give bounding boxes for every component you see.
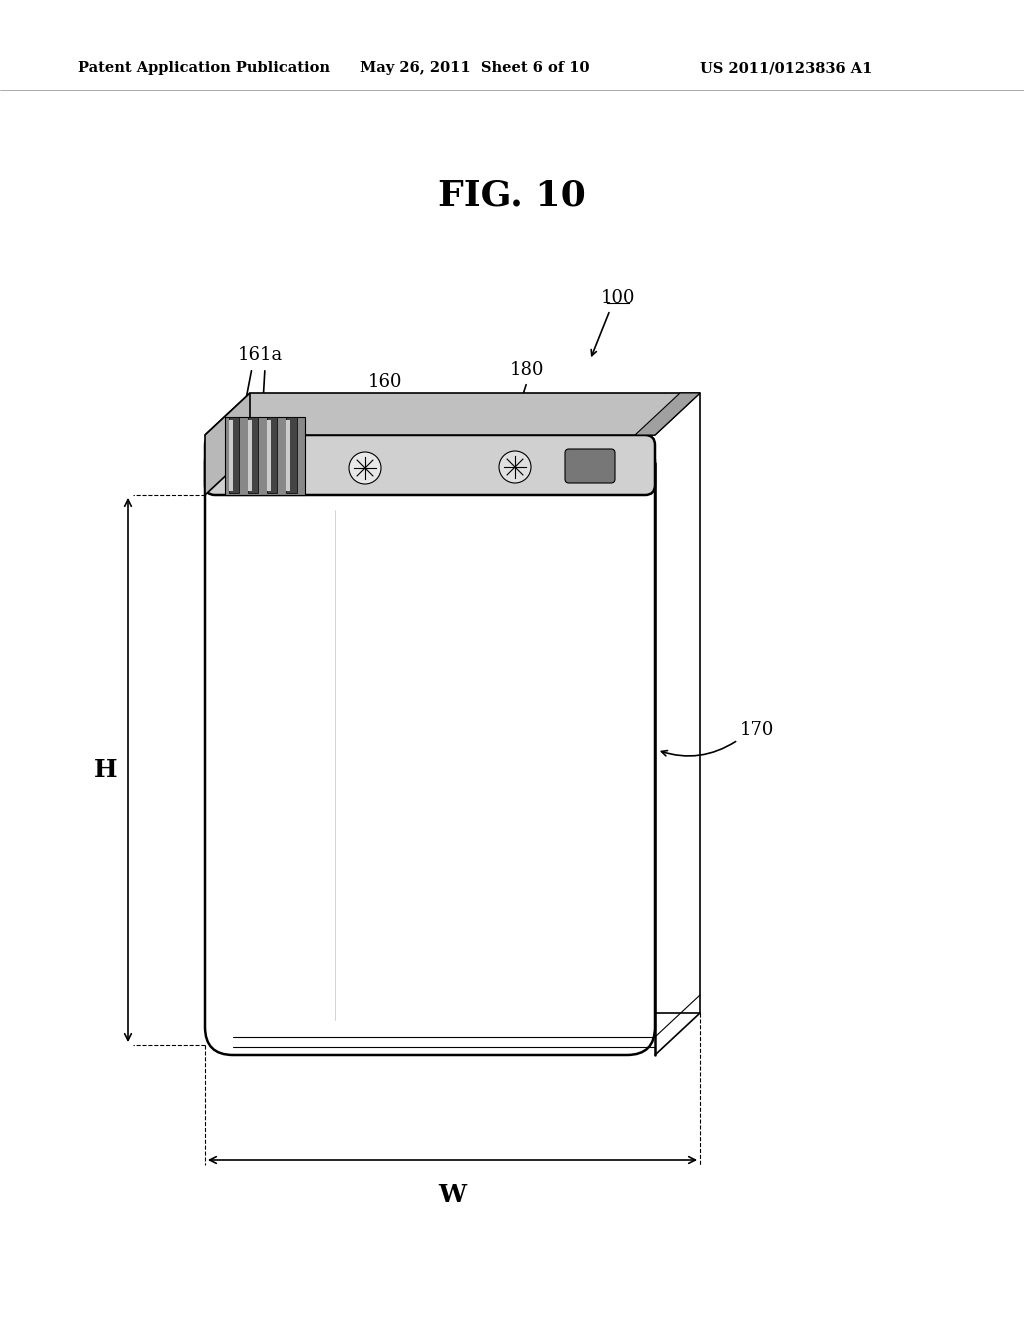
Polygon shape [287, 417, 297, 492]
FancyBboxPatch shape [205, 436, 655, 495]
Polygon shape [267, 420, 271, 491]
Text: H: H [94, 758, 118, 781]
Polygon shape [267, 417, 278, 492]
FancyBboxPatch shape [565, 449, 615, 483]
Text: 180: 180 [510, 360, 544, 379]
Circle shape [499, 451, 531, 483]
Polygon shape [287, 420, 290, 491]
Polygon shape [229, 417, 240, 492]
Text: FIG. 10: FIG. 10 [438, 178, 586, 213]
Text: 170: 170 [740, 721, 774, 739]
Circle shape [349, 451, 381, 484]
Polygon shape [248, 417, 258, 492]
Text: 100: 100 [601, 289, 635, 308]
Text: W: W [438, 1183, 467, 1206]
Text: US 2011/0123836 A1: US 2011/0123836 A1 [700, 61, 872, 75]
FancyBboxPatch shape [205, 436, 655, 1055]
Text: 160: 160 [368, 374, 402, 391]
Text: 161a: 161a [238, 346, 283, 364]
Polygon shape [205, 393, 700, 436]
Polygon shape [205, 421, 250, 1027]
Text: Patent Application Publication: Patent Application Publication [78, 61, 330, 75]
Polygon shape [205, 393, 250, 495]
Polygon shape [229, 420, 232, 491]
Polygon shape [225, 417, 305, 495]
Text: May 26, 2011  Sheet 6 of 10: May 26, 2011 Sheet 6 of 10 [360, 61, 590, 75]
Polygon shape [635, 393, 700, 436]
Polygon shape [248, 420, 252, 491]
